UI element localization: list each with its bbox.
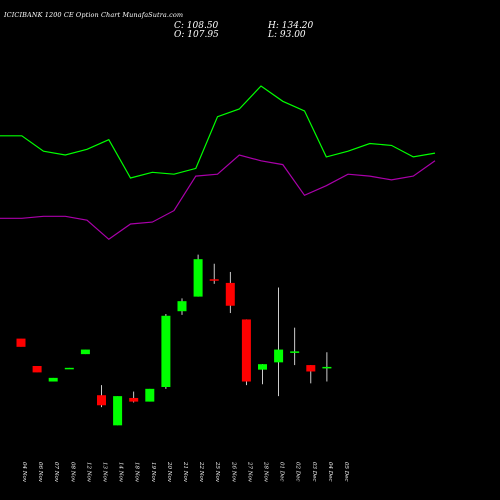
candle [193,254,203,297]
x-tick-label: 03 Dec [311,462,317,482]
candle [274,287,284,397]
low-label: L: [268,30,278,40]
candle [16,338,26,347]
candle-body-bullish [113,396,123,426]
candle [97,385,106,408]
candle [177,298,187,315]
candle [209,263,219,284]
lower-indicator-line [0,154,436,241]
x-tick-label: 14 Nov [118,462,124,483]
x-tick-label: 08 Nov [69,462,75,483]
x-tick-label: 22 Nov [198,461,204,483]
open-label: O: [174,30,185,40]
candle-body-bullish [64,367,74,370]
x-tick-label: 05 Dec [343,462,349,482]
candle-body-bullish [193,259,203,297]
candle-body-bullish [290,351,300,353]
x-tick-label: 02 Dec [295,462,301,482]
x-tick-label: 20 Nov [166,461,172,483]
candle-body-bearish [16,338,26,347]
candle [322,352,332,382]
candle-body-bearish [225,282,235,306]
open-value: 107.95 [187,30,219,40]
high-label: H: [268,21,279,31]
candle-body-bullish [322,366,332,369]
candle [129,391,139,403]
candle-body-bearish [306,365,316,372]
x-tick-label: 28 Nov [263,461,269,483]
x-tick-label: 13 Nov [102,462,108,483]
candle [290,327,300,366]
candle [258,364,267,385]
candle-body-bullish [145,388,155,402]
x-tick-label: 27 Nov [246,461,252,483]
x-tick-label: 06 Nov [37,462,43,483]
candle-body-bullish [274,349,284,363]
candle-body-bearish [209,279,219,281]
open-price-readout: O: 107.95 [174,30,219,40]
candle [241,319,251,386]
candle-body-bearish [241,319,251,382]
candle [32,366,42,373]
candle [306,365,316,384]
close-value: 108.50 [186,21,219,31]
x-tick-label: 12 Nov [85,462,91,483]
close-price-readout: C: 108.50 [174,21,218,31]
candle-body-bullish [48,377,58,382]
chart-title: ICICIBANK 1200 CE Option Chart MunafaSut… [4,11,184,19]
candle [80,349,90,355]
x-tick-label: 01 Dec [279,462,285,482]
candle-body-bearish [97,395,106,406]
close-label: C: [174,21,184,31]
x-tick-label: 18 Nov [134,462,140,483]
candle-body-bullish [161,315,171,387]
high-price-readout: H: 134.20 [268,21,313,31]
x-tick-label: 07 Nov [53,462,59,483]
low-price-readout: L: 93.00 [268,30,306,40]
x-tick-label: 25 Nov [214,461,220,483]
x-tick-label: 19 Nov [150,462,156,483]
candle [161,313,171,389]
candle-body-bearish [129,397,139,402]
x-tick-label: 04 Dec [327,462,333,482]
candle [225,271,235,314]
candle [64,367,74,370]
high-value: 134.20 [281,21,314,31]
candle-body-bearish [32,366,42,373]
low-value: 93.00 [279,30,306,40]
x-tick-label: 21 Nov [182,461,188,483]
x-tick-label: 04 Nov [21,462,27,483]
candle-body-bullish [177,301,187,312]
candle-body-bullish [80,349,90,355]
candle [113,396,123,426]
candle [145,388,155,402]
x-tick-label: 26 Nov [230,461,236,483]
candle-body-bullish [258,364,267,370]
candle [48,377,58,382]
upper-indicator-line [0,85,436,179]
